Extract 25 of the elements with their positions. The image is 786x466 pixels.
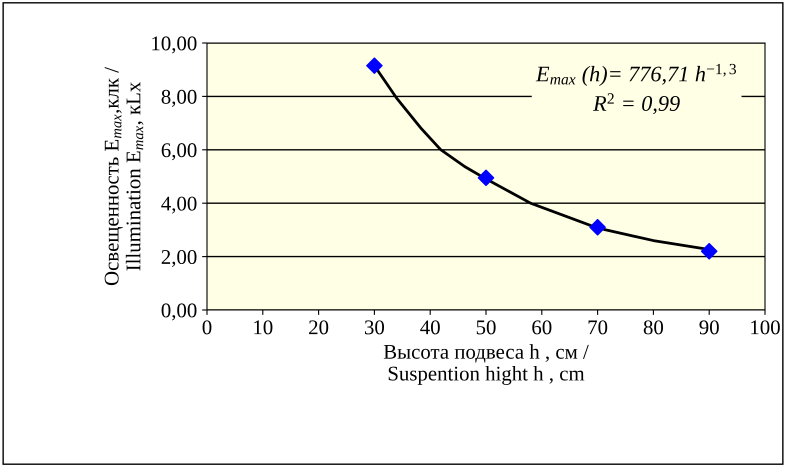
x-tick-label: 80 <box>644 320 664 334</box>
x-tick-label: 70 <box>588 320 608 334</box>
annotation: R$^{2}$ = 0,99 <box>592 93 680 114</box>
x-tick-label: 30 <box>364 320 384 334</box>
y-tick-label: 4,00 <box>161 196 196 214</box>
x-tick-label: 40 <box>420 320 440 334</box>
y-tick-label: 10,00 <box>152 36 196 54</box>
y-tick-label: 0,00 <box>162 303 196 320</box>
text: Освещенность E$_{max}$,клк / Illumination E$_{max}$, кLх <box>104 67 144 286</box>
point <box>700 242 718 260</box>
x-tick-label: 100 <box>751 320 780 334</box>
x-tick-label: 0 <box>202 320 212 334</box>
point <box>366 57 383 74</box>
point <box>589 218 606 236</box>
y-tick-label: 6,00 <box>162 143 196 160</box>
x-tick-label: 90 <box>699 320 719 334</box>
y-tick-label: 2,00 <box>162 250 196 268</box>
annotation: E$_{max}$ (h)= 776,71 h$^{−1,3}$ <box>536 64 736 86</box>
point <box>478 170 494 186</box>
x-tick-label: 60 <box>532 320 552 334</box>
x-tick-label: 20 <box>309 320 328 334</box>
x-tick-label: 10 <box>254 320 272 334</box>
x-axis-title: Высота подвеса h , см / Suspention hight h , cm <box>384 344 589 385</box>
x-tick-label: 50 <box>476 320 496 334</box>
y-tick-label: 8,00 <box>162 90 196 107</box>
